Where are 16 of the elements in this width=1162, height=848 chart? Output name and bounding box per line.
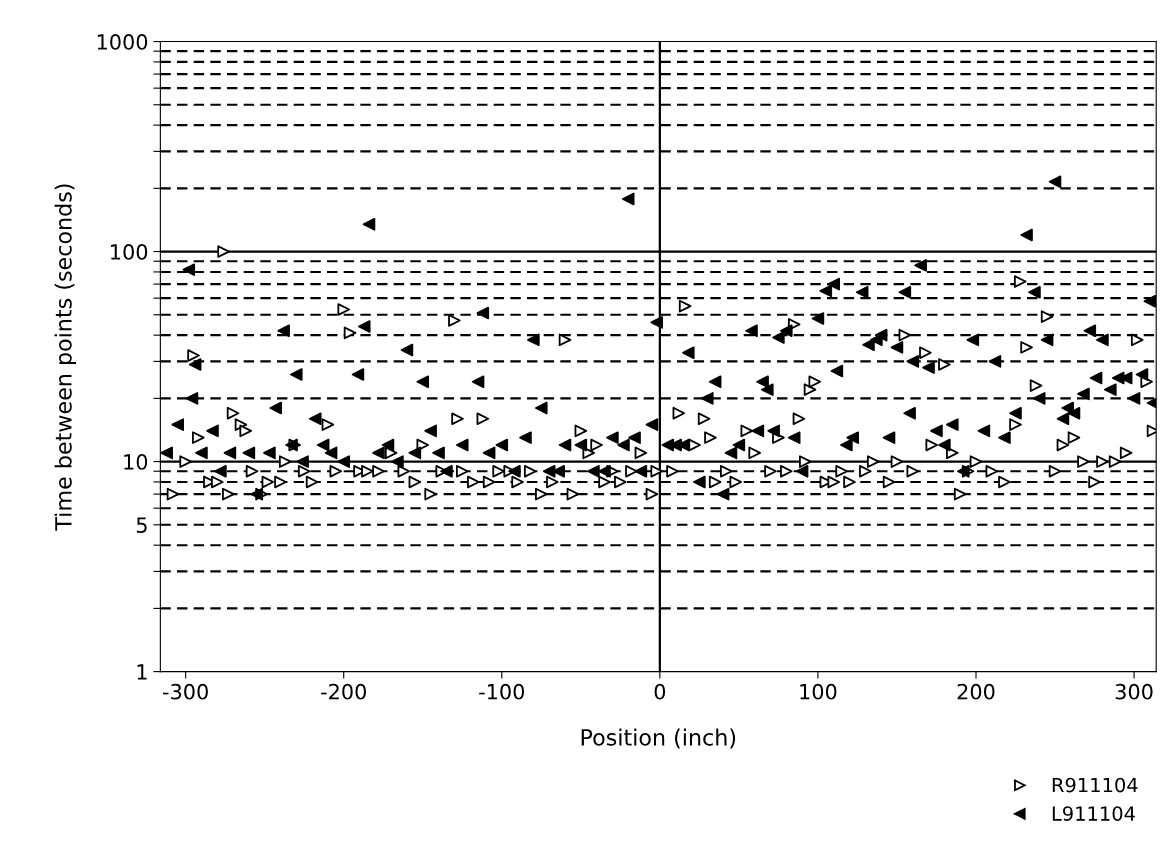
legend-label: R911104 [1052, 777, 1138, 793]
x-tick-label: 300 [1115, 683, 1153, 700]
x-tick-label: 100 [800, 683, 837, 700]
y-tick-label: 1 [137, 664, 147, 680]
y-tick-label: 1000 [97, 34, 148, 50]
legend-label: L911104 [1052, 806, 1135, 821]
x-tick-label: -300 [163, 683, 208, 700]
x-tick-label: 0 [654, 683, 666, 700]
y-axis-title: Time between points (seconds) [54, 184, 77, 531]
x-tick-label: 200 [957, 683, 995, 700]
y-tick-label: 5 [136, 517, 147, 534]
y-tick-label: 100 [111, 244, 148, 260]
x-tick-label: -100 [479, 683, 525, 700]
x-tick-label: -200 [321, 683, 366, 700]
y-tick-label: 10 [124, 454, 148, 470]
x-axis-title: Position (inch) [581, 728, 736, 749]
